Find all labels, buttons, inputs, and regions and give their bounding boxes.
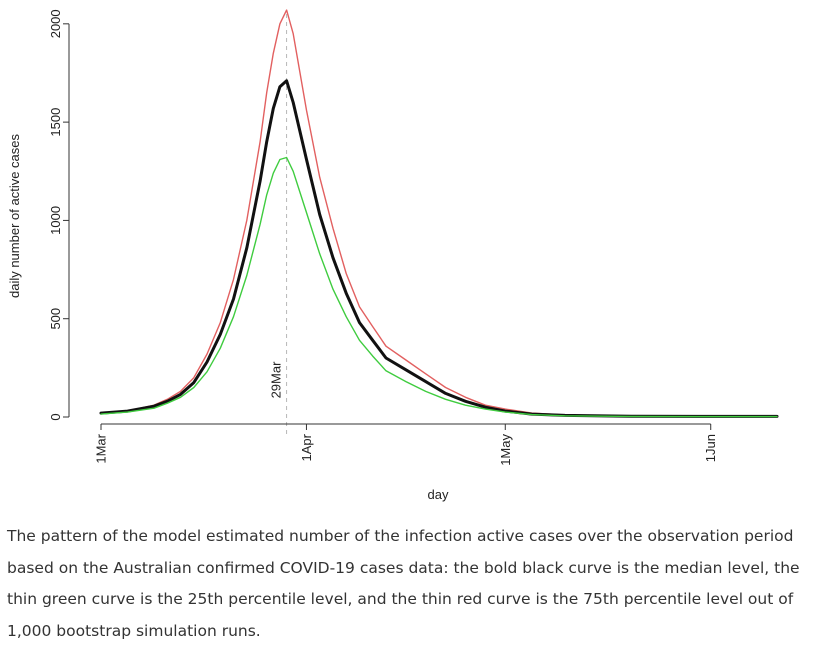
annotation-label: 29Mar bbox=[269, 361, 284, 399]
series-line-median bbox=[99, 79, 779, 418]
y-tick-label: 0 bbox=[48, 413, 63, 420]
y-tick-label: 1500 bbox=[48, 108, 63, 137]
series-line-25th-percentile bbox=[100, 156, 778, 418]
annotation-layer: 29Mar bbox=[269, 14, 288, 436]
y-tick-label: 500 bbox=[48, 308, 63, 330]
x-tick-label: 1May bbox=[498, 434, 513, 466]
axes-layer: 0 500 1000 1500 2000 1Mar 1Apr 1May 1Jun bbox=[48, 9, 718, 465]
line-chart: 29Mar 0 500 1000 1500 2000 1Mar 1Apr 1May 1Jun d… bbox=[7, 9, 779, 502]
y-tick-label: 2000 bbox=[48, 9, 63, 38]
series-layer bbox=[99, 9, 779, 418]
series-line-75th-percentile bbox=[100, 9, 778, 418]
x-tick-label: 1Apr bbox=[299, 433, 314, 461]
x-tick-label: 1Jun bbox=[703, 434, 718, 462]
y-tick-label: 1000 bbox=[48, 206, 63, 235]
x-tick-label: 1Mar bbox=[94, 433, 109, 463]
y-axis-label: daily number of active cases bbox=[7, 133, 22, 298]
figure-caption: The pattern of the model estimated numbe… bbox=[7, 527, 800, 640]
x-axis-label: day bbox=[428, 487, 449, 502]
